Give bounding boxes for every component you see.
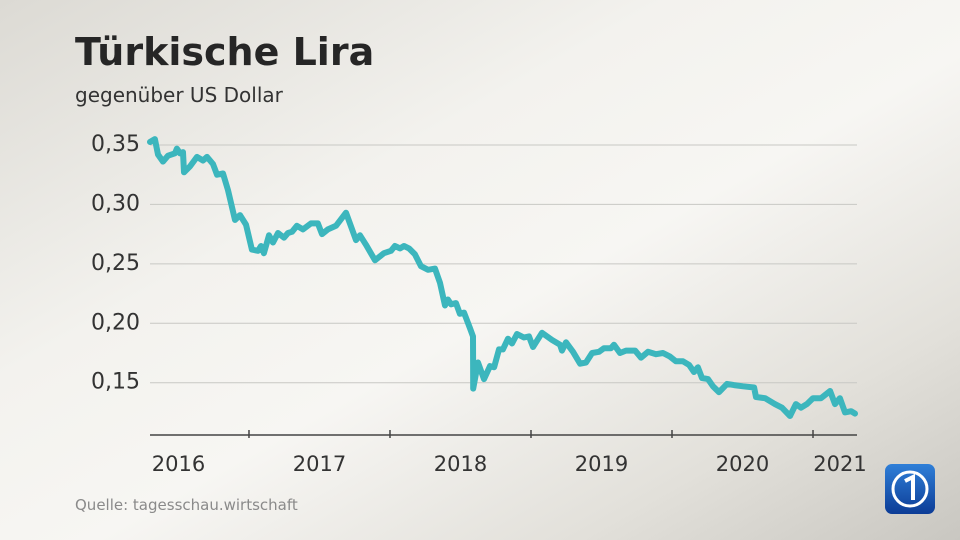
chart-subtitle: gegenüber US Dollar — [75, 83, 284, 107]
y-tick-label: 0,25 — [91, 251, 140, 276]
y-tick-label: 0,15 — [91, 370, 140, 395]
x-tick-label: 2018 — [434, 452, 487, 476]
y-tick-label: 0,20 — [91, 310, 140, 335]
y-tick-label: 0,30 — [91, 191, 140, 216]
x-tick-label: 2021 — [813, 452, 866, 476]
x-tick-label: 2019 — [575, 452, 628, 476]
line — [147, 136, 858, 419]
x-tick-label: 2016 — [152, 452, 205, 476]
y-tick-label: 0,35 — [91, 132, 140, 157]
x-tick-label: 2017 — [293, 452, 346, 476]
source: Quelle: tagesschau.wirtschaft — [75, 496, 298, 514]
x-tick-label: 2020 — [716, 452, 769, 476]
chart-title: Türkische Lira — [75, 30, 374, 74]
logo — [885, 464, 935, 514]
